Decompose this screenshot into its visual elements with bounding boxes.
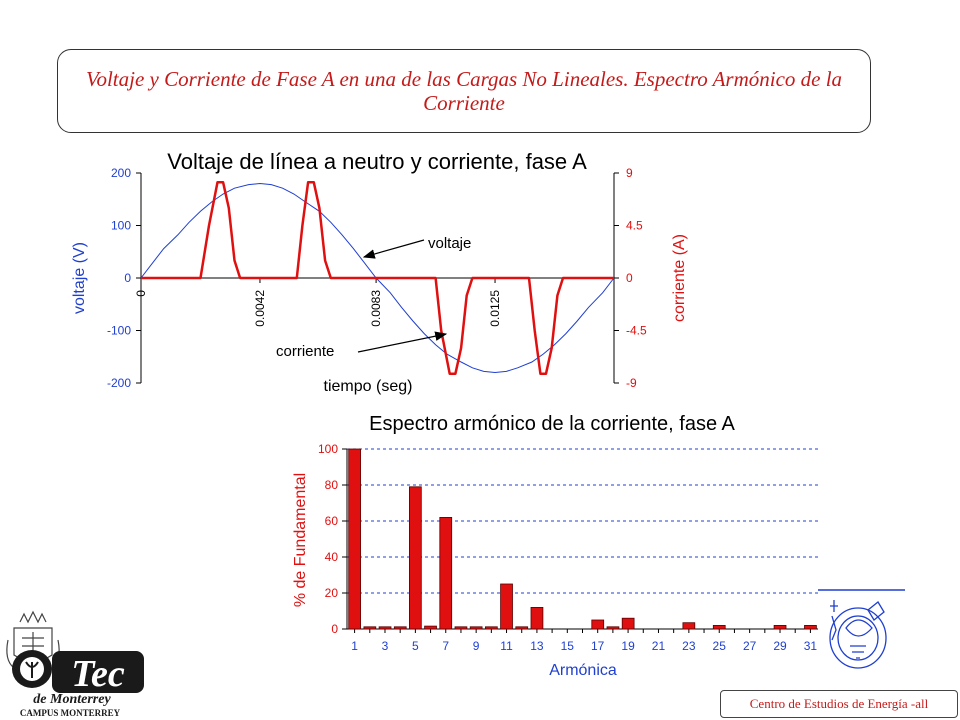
- spectrum-x-label: Armónica: [549, 662, 617, 679]
- spectrum-x-tick-label: 11: [500, 639, 513, 653]
- spectrum-bar-h13: [530, 607, 544, 630]
- spectrum-x-tick-label: 7: [442, 639, 449, 653]
- current-annotation: corriente: [276, 343, 334, 360]
- spectrum-x-tick-label: 3: [382, 639, 389, 653]
- spectrum-y-label: % de Fundamental: [292, 473, 309, 607]
- voltage-annotation: voltaje: [428, 235, 471, 252]
- spectrum-bar-h19: [621, 617, 635, 630]
- spectrum-x-tick-label: 1: [351, 639, 358, 653]
- spectrum-y-tick-label: 40: [325, 550, 339, 564]
- tec-subtitle: de Monterrey: [33, 692, 111, 707]
- energy-center-seal-icon: [829, 600, 887, 669]
- slide-title: Voltaje y Corriente de Fase A en una de …: [57, 49, 871, 133]
- voltage-tick-label: 100: [111, 219, 131, 233]
- time-tick-label: 0.0042: [253, 290, 267, 327]
- spectrum-x-tick-label: 25: [713, 639, 727, 653]
- spectrum-bar-h12: [515, 626, 529, 630]
- spectrum-y-tick-label: 100: [318, 442, 338, 456]
- voltage-tick-label: -100: [107, 324, 131, 338]
- current-tick-label: 0: [626, 271, 633, 285]
- spectrum-x-tick-label: 23: [682, 639, 696, 653]
- time-axis-label: tiempo (seg): [324, 378, 413, 395]
- spectrum-x-tick-label: 17: [591, 639, 605, 653]
- voltage-tick-label: -200: [107, 376, 131, 390]
- spectrum-y-tick-label: 20: [325, 586, 339, 600]
- spectrum-bar-h8: [454, 626, 468, 630]
- spectrum-bar-h9: [469, 626, 483, 630]
- current-tick-label: 9: [626, 166, 633, 180]
- tec-logo: Tec de Monterrey CAMPUS MONTERREY: [6, 610, 144, 718]
- waveform-chart-title: Voltaje de línea a neutro y corriente, f…: [167, 149, 587, 174]
- energy-center-seal: [818, 589, 905, 669]
- spectrum-bar-h7: [439, 517, 453, 630]
- voltage-tick-label: 200: [111, 166, 131, 180]
- spectrum-y-tick-label: 60: [325, 514, 339, 528]
- spectrum-bar-h3: [378, 626, 392, 630]
- spectrum-bar-h18: [606, 626, 620, 630]
- tec-wordmark: Tec: [71, 653, 125, 695]
- spectrum-bar-h23: [682, 622, 696, 630]
- spectrum-bar-h11: [500, 583, 513, 630]
- spectrum-bar-h1: [348, 448, 362, 630]
- spectrum-bar-h17: [591, 619, 605, 630]
- spectrum-bar-h5: [408, 486, 422, 630]
- tec-seal-mark-icon: [25, 661, 39, 678]
- current-tick-label: -4.5: [626, 324, 647, 338]
- spectrum-bar-h10: [484, 626, 498, 630]
- spectrum-chart-title: Espectro armónico de la corriente, fase …: [369, 413, 735, 435]
- spectrum-x-tick-label: 15: [561, 639, 575, 653]
- spectrum-x-tick-label: 29: [773, 639, 787, 653]
- current-series-line: [141, 181, 614, 375]
- spectrum-chart: Espectro armónico de la corriente, fase …: [292, 413, 818, 679]
- time-tick-label: 0.0083: [369, 290, 383, 327]
- tec-campus: CAMPUS MONTERREY: [20, 708, 121, 718]
- spectrum-bar-h6: [424, 625, 437, 630]
- current-tick-label: 4.5: [626, 219, 643, 233]
- current-axis-label: corriente (A): [671, 234, 688, 322]
- current-tick-label: -9: [626, 376, 637, 390]
- waveform-plot: [140, 181, 615, 375]
- spectrum-bar-h29: [773, 625, 787, 630]
- spectrum-x-tick-label: 9: [473, 639, 480, 653]
- spectrum-x-tick-label: 31: [804, 639, 818, 653]
- voltage-annotation-arrow: [362, 239, 425, 259]
- spectrum-y-tick-label: 0: [331, 622, 338, 636]
- spectrum-bars: [348, 448, 817, 630]
- spectrum-bar-h2: [363, 626, 377, 630]
- spectrum-x-tick-label: 27: [743, 639, 757, 653]
- spectrum-bar-h31: [804, 625, 817, 630]
- spectrum-x-tick-label: 21: [652, 639, 666, 653]
- voltage-tick-label: 0: [124, 271, 131, 285]
- tec-wordmark-box: [52, 651, 144, 693]
- spectrum-x-tick-label: 19: [621, 639, 635, 653]
- voltage-axis-label: voltaje (V): [71, 242, 88, 314]
- spectrum-x-tick-label: 5: [412, 639, 419, 653]
- spectrum-x-tick-label: 13: [530, 639, 544, 653]
- spectrum-bar-h4: [393, 626, 407, 630]
- time-tick-label: 0: [134, 290, 148, 297]
- spectrum-grid: [347, 448, 818, 594]
- time-tick-label: 0.0125: [488, 290, 502, 327]
- current-annotation-arrow: [357, 331, 448, 353]
- spectrum-y-tick-label: 80: [325, 478, 339, 492]
- spectrum-bar-h25: [712, 625, 726, 630]
- waveform-chart: Voltaje de línea a neutro y corriente, f…: [71, 149, 688, 395]
- footer-label: Centro de Estudios de Energía -all: [720, 690, 958, 718]
